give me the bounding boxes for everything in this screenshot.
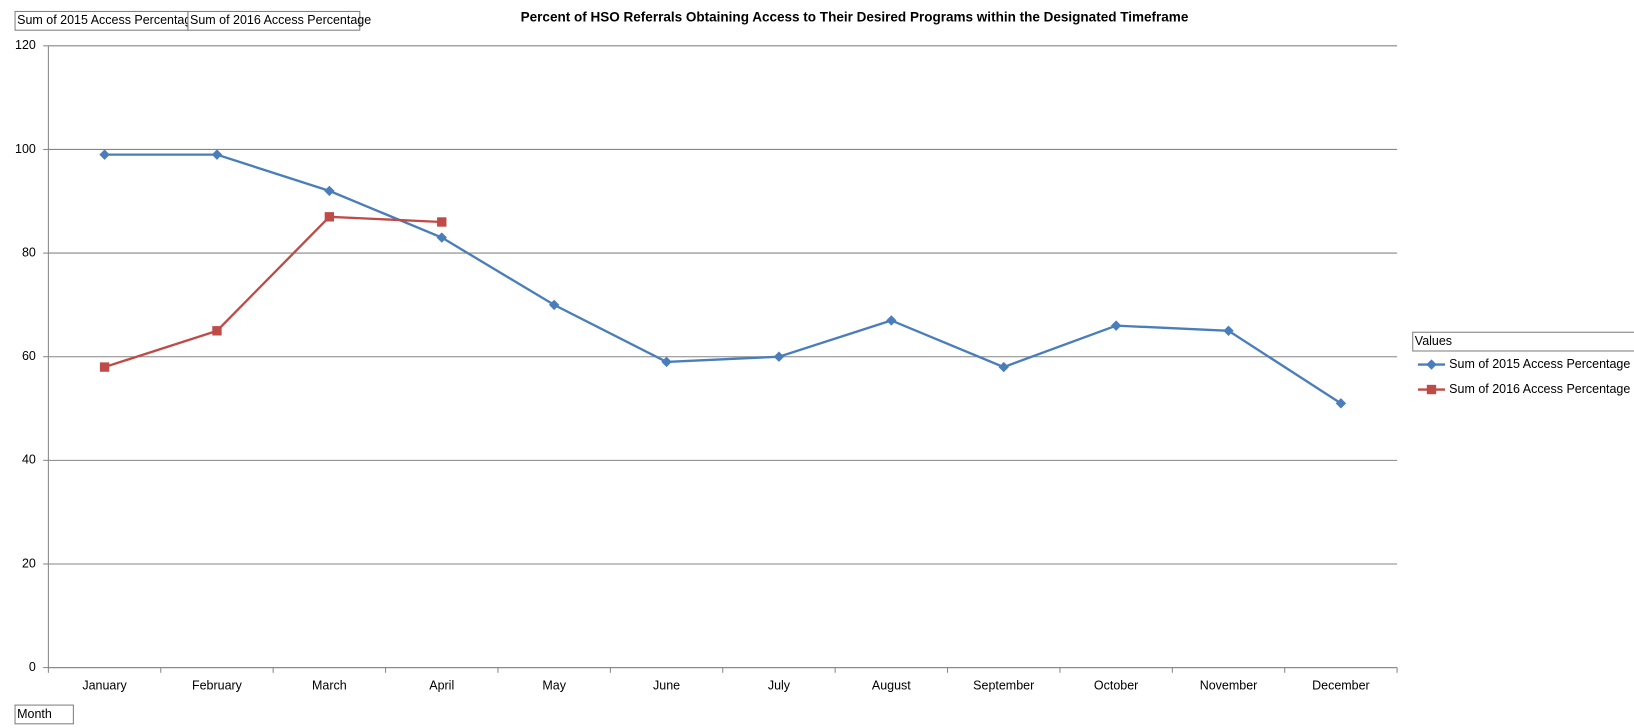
marker (548, 299, 560, 311)
field-button[interactable] (14, 704, 74, 725)
y-tick-label: 80 (22, 245, 36, 259)
x-tick-label: September (973, 679, 1034, 693)
field-button[interactable] (187, 10, 361, 31)
marker (1335, 398, 1347, 409)
y-tick-label: 120 (15, 38, 36, 52)
legend-label: Sum of 2016 Access Percentage (1449, 382, 1630, 396)
marker (773, 351, 785, 362)
marker (99, 362, 110, 372)
x-tick-label: August (872, 679, 911, 693)
marker (211, 149, 223, 160)
marker (661, 356, 672, 368)
y-tick-label: 0 (29, 660, 36, 674)
field-button-label[interactable]: Sum of 2015 Access Percentage (17, 13, 198, 27)
x-tick-label: June (653, 679, 680, 693)
field-button-label[interactable]: Sum of 2016 Access Percentage (190, 13, 371, 27)
x-tick-label: April (429, 679, 454, 693)
y-tick-label: 40 (22, 453, 36, 467)
marker (436, 232, 447, 243)
marker (212, 326, 222, 336)
legend-title-box (1412, 331, 1634, 352)
x-tick-label: January (82, 679, 127, 693)
x-tick-label: November (1200, 679, 1258, 693)
series-line (104, 215, 442, 369)
x-tick-label: May (542, 679, 566, 693)
y-tick-label: 60 (22, 349, 36, 363)
marker (1110, 320, 1122, 331)
marker (886, 315, 897, 326)
x-tick-label: March (312, 679, 347, 693)
chart-title: Percent of HSO Referrals Obtaining Acces… (521, 9, 1189, 24)
x-tick-label: February (192, 679, 243, 693)
marker (99, 149, 110, 160)
marker (998, 361, 1009, 373)
marker (324, 185, 335, 197)
marker (324, 212, 335, 222)
legend-label: Sum of 2015 Access Percentage (1449, 357, 1630, 371)
x-tick-label: December (1312, 679, 1370, 693)
legend-title: Values (1415, 334, 1452, 348)
legend-marker (1426, 384, 1437, 395)
marker (437, 217, 447, 227)
x-axis-label[interactable]: Month (17, 707, 52, 721)
marker (1223, 325, 1234, 337)
legend-marker (1426, 359, 1437, 370)
series-line (104, 153, 1342, 405)
x-tick-label: October (1094, 679, 1138, 693)
x-tick-label: July (768, 679, 791, 693)
y-tick-label: 100 (15, 142, 36, 156)
y-tick-label: 20 (22, 556, 36, 570)
